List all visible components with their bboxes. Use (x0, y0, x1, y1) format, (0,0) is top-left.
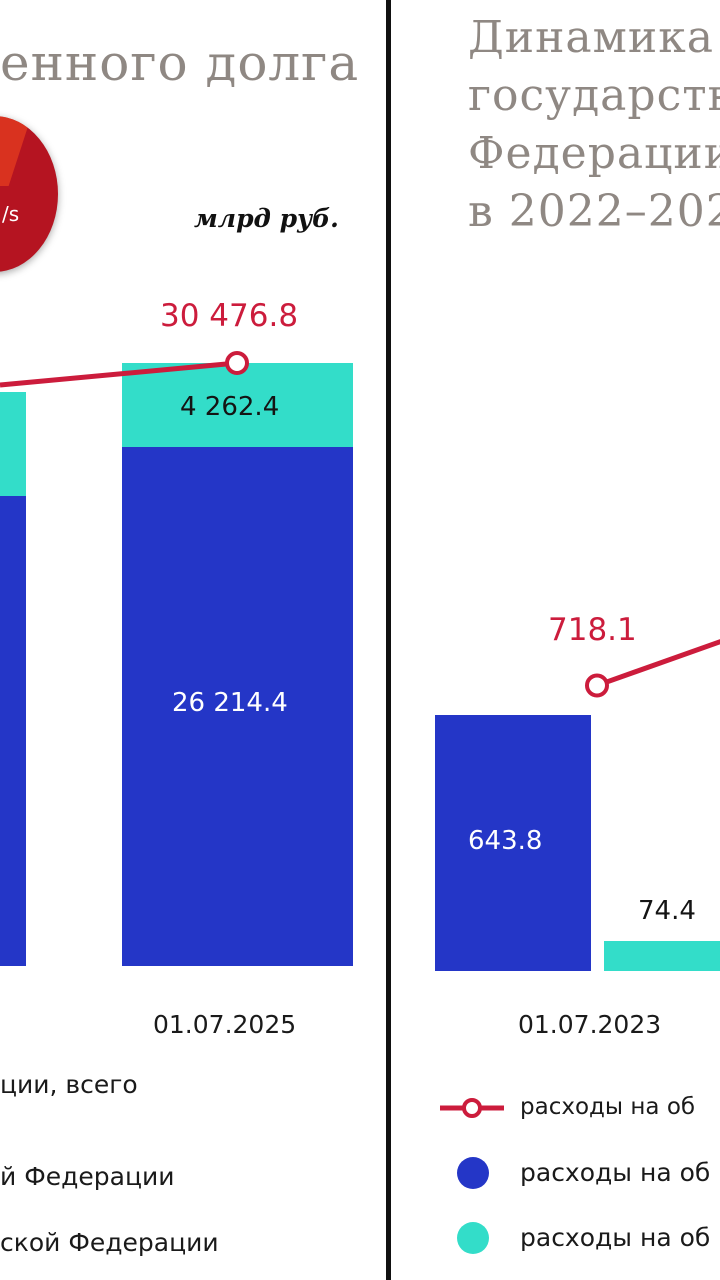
bar-external-debt (122, 363, 353, 448)
date-label: 01.07.2023 (518, 1010, 662, 1039)
total-line-segment (0, 360, 238, 388)
right-title-line-3: Федерации (468, 128, 720, 179)
legend-dot-external-icon (457, 1222, 489, 1254)
legend-markers (440, 1098, 504, 1254)
left-chart-panel: енного долга /s млрд руб. 30 476.8 4 262… (0, 34, 360, 1257)
legend-item-external: расходы на об (520, 1223, 711, 1252)
domestic-value-label: 643.8 (468, 826, 543, 856)
external-value-label: 4 262.4 (180, 392, 280, 422)
total-marker (585, 673, 609, 698)
legend-marker-icon (462, 1098, 482, 1118)
left-chart-title: енного долга (0, 34, 360, 92)
legend-dot-domestic-icon (457, 1157, 489, 1189)
panel-divider (386, 0, 391, 1280)
badge-text: /s (2, 202, 20, 226)
total-line-right (585, 639, 720, 698)
legend-item-domestic: й Федерации (0, 1162, 175, 1191)
right-title-line-2: государств (468, 70, 720, 121)
bar-domestic-debt (122, 447, 353, 966)
legend-item-domestic: расходы на об (520, 1158, 711, 1187)
unit-label: млрд руб. (194, 204, 339, 233)
right-title-line-4: в 2022–202 (468, 186, 720, 237)
right-chart-panel: Динамика государств Федерации в 2022–202… (392, 0, 720, 1280)
total-value-label: 718.1 (548, 612, 637, 648)
total-line-segment (596, 639, 720, 688)
legend-item-external: ской Федерации (0, 1228, 219, 1257)
total-marker (225, 351, 249, 375)
prev-bar-domestic (0, 496, 26, 966)
domestic-value-label: 26 214.4 (172, 688, 288, 718)
total-value-label: 30 476.8 (160, 298, 299, 334)
external-value-label: 74.4 (638, 896, 696, 926)
bar-domestic-expense (435, 715, 591, 971)
total-line-left (0, 351, 249, 388)
legend-item-total: ции, всего (0, 1070, 138, 1099)
right-title-line-1: Динамика (468, 12, 714, 63)
bar-external-expense (604, 941, 720, 971)
legend-item-total: расходы на об (520, 1094, 696, 1120)
prev-bar-external (0, 392, 26, 496)
date-label: 01.07.2025 (153, 1010, 297, 1039)
